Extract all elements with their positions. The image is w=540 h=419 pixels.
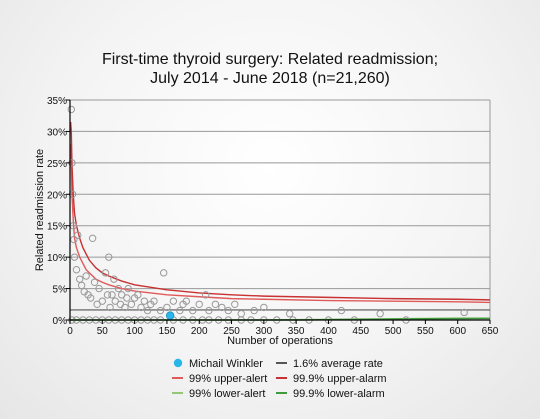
data-point-40 <box>156 306 165 315</box>
y-tick-label-30: 30% <box>47 127 67 138</box>
x-tick-label-400: 400 <box>320 326 337 337</box>
legend: Michail Winkler 1.6% average rate 99% uppe… <box>172 358 387 400</box>
data-point-57 <box>260 303 268 312</box>
data-point-4 <box>70 235 78 244</box>
x-tick-label-50: 50 <box>97 326 109 337</box>
data-point-44 <box>176 306 184 315</box>
series-line-1 <box>69 121 491 301</box>
data-point-61 <box>460 308 468 317</box>
legend-label-5: 99.9% lower-alarm <box>293 388 385 400</box>
data-point-60 <box>376 310 384 318</box>
x-tick-label-550: 550 <box>417 326 434 337</box>
x-tick-label-0: 0 <box>67 326 73 337</box>
series-line-0 <box>69 143 491 304</box>
y-tick-label-35: 35% <box>47 96 67 107</box>
x-tick-label-600: 600 <box>449 326 466 337</box>
y-tick-label-5: 5% <box>53 285 68 296</box>
legend-swatch-0 <box>173 358 183 368</box>
data-point-16 <box>93 300 101 308</box>
data-point-27 <box>116 300 125 308</box>
data-point-13 <box>86 294 95 302</box>
data-point-7 <box>74 231 82 239</box>
series-layer <box>69 121 491 321</box>
data-point-21 <box>105 253 113 261</box>
data-point-37 <box>143 306 152 315</box>
data-point-41 <box>159 269 168 277</box>
data-point-39 <box>150 297 158 305</box>
data-point-48 <box>195 300 203 308</box>
data-point-42 <box>163 303 171 312</box>
data-point-29 <box>121 303 129 312</box>
data-point-52 <box>218 303 226 312</box>
axes <box>69 100 490 321</box>
data-point-53 <box>224 306 233 315</box>
data-point-54 <box>231 300 239 308</box>
data-point-0 <box>67 105 75 114</box>
highlight-point <box>165 311 175 320</box>
data-point-5 <box>70 253 79 261</box>
data-point-24 <box>110 275 118 283</box>
data-point-56 <box>250 306 258 315</box>
y-tick-label-10: 10% <box>47 253 67 264</box>
data-point-36 <box>140 297 149 305</box>
data-point-31 <box>124 284 132 293</box>
legend-label-1: 1.6% average rate <box>293 358 383 370</box>
x-tick-label-300: 300 <box>256 326 273 337</box>
data-point-17 <box>95 284 103 293</box>
data-point-15 <box>90 278 99 286</box>
legend-label-4: 99% lower-alert <box>189 388 265 400</box>
data-point-22 <box>106 303 114 312</box>
points-layer <box>67 105 468 324</box>
data-point-30 <box>123 294 131 302</box>
chart-title-line-1: First-time thyroid surgery: Related read… <box>102 51 438 68</box>
y-tick-label-20: 20% <box>47 190 67 201</box>
y-tick-label-25: 25% <box>47 159 67 170</box>
data-point-19 <box>101 269 110 277</box>
data-point-46 <box>182 297 191 305</box>
ticks: 0 50 100 150 200 250 300 350 400 450 500 550 600 650 0… <box>47 96 499 337</box>
data-point-28 <box>117 291 126 299</box>
data-point-49 <box>201 291 210 299</box>
data-point-35 <box>137 303 145 312</box>
chart-title-line-2: July 2014 - June 2018 (n=21,260) <box>150 70 390 87</box>
data-point-43 <box>169 297 178 305</box>
y-tick-label-0: 0% <box>53 316 68 327</box>
data-point-26 <box>114 284 123 293</box>
x-tick-label-500: 500 <box>385 326 402 337</box>
data-point-34 <box>134 291 142 299</box>
data-point-47 <box>189 306 197 315</box>
data-point-9 <box>77 281 86 290</box>
data-point-18 <box>98 297 107 305</box>
x-tick-label-150: 150 <box>159 326 176 337</box>
gridlines <box>70 99 491 320</box>
data-point-58 <box>285 310 294 318</box>
y-tick-label-15: 15% <box>47 222 67 233</box>
data-point-25 <box>111 297 119 305</box>
x-tick-label-650: 650 <box>482 326 499 337</box>
x-tick-label-100: 100 <box>126 326 143 337</box>
legend-label-3: 99.9% upper-alarm <box>293 373 387 385</box>
data-point-23 <box>108 291 116 299</box>
data-point-6 <box>72 266 81 274</box>
x-axis-label: Number of operations <box>227 335 333 347</box>
legend-label-2: 99% upper-alert <box>189 373 267 385</box>
data-point-20 <box>103 291 112 299</box>
data-point-8 <box>75 275 84 283</box>
data-point-50 <box>205 306 213 315</box>
x-tick-label-250: 250 <box>223 326 240 337</box>
data-point-14 <box>88 234 97 242</box>
data-point-32 <box>127 300 136 308</box>
x-tick-label-350: 350 <box>288 326 305 337</box>
data-point-55 <box>237 310 245 318</box>
data-point-11 <box>82 272 90 280</box>
x-tick-label-450: 450 <box>352 326 369 337</box>
data-point-59 <box>337 306 346 315</box>
data-point-51 <box>211 300 220 308</box>
y-axis-label: Related readmission rate <box>34 149 46 271</box>
x-tick-label-200: 200 <box>191 326 208 337</box>
legend-label-0: Michail Winkler <box>189 358 263 370</box>
